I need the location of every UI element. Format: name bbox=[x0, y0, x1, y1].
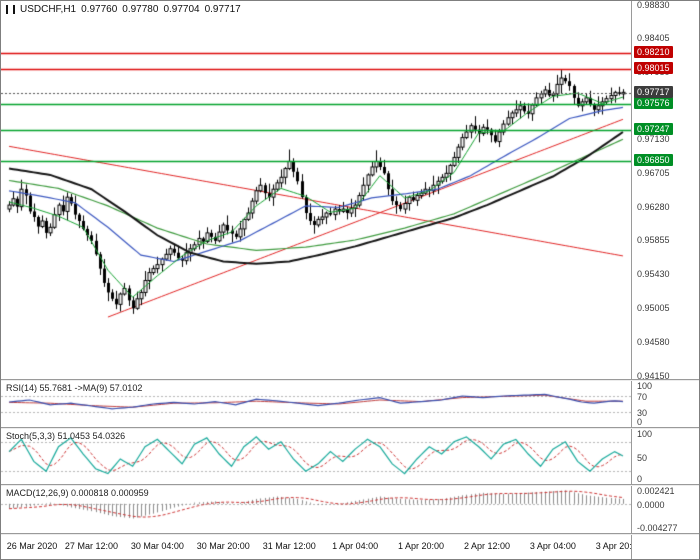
price-tick-label: 0.94580 bbox=[637, 336, 670, 347]
panel-splitter[interactable] bbox=[1, 533, 699, 535]
symbol-timeframe-label: USDCHF,H1 bbox=[20, 4, 77, 15]
time-axis-label: 3 Apr 20:00 bbox=[595, 541, 642, 551]
time-axis-label: 1 Apr 20:00 bbox=[398, 541, 445, 551]
macd-panel: MACD(12,26,9) 0.000818 0.000959 0.002421… bbox=[1, 486, 699, 533]
rsi-axis[interactable]: 100 70 30 0 bbox=[631, 381, 699, 427]
indicator-axis-label: -0.004277 bbox=[637, 523, 678, 533]
panel-splitter[interactable] bbox=[1, 427, 699, 429]
stochastic-axis[interactable]: 100 50 0 bbox=[631, 429, 699, 484]
current-price-label[interactable]: 0.97717 bbox=[634, 85, 673, 98]
main-plot-area[interactable]: USDCHF,H1 0.97760 0.97780 0.97704 0.97717 bbox=[1, 1, 631, 379]
time-axis-label: 30 Mar 20:00 bbox=[196, 541, 250, 551]
macd-plot-area[interactable]: MACD(12,26,9) 0.000818 0.000959 bbox=[1, 486, 631, 533]
indicator-axis-label: 0.002421 bbox=[637, 486, 675, 496]
open-value: 0.97760 bbox=[81, 4, 118, 15]
low-value: 0.97704 bbox=[163, 4, 200, 15]
macd-canvas[interactable] bbox=[1, 486, 631, 533]
high-value: 0.97780 bbox=[122, 4, 159, 15]
time-axis-label: 26 Mar 2020 bbox=[6, 541, 58, 551]
stochastic-plot-area[interactable]: Stoch(5,3,3) 51.0453 54.0326 bbox=[1, 429, 631, 484]
rsi-panel: RSI(14) 55.7681 ->MA(9) 57.0102 100 70 30 0 bbox=[1, 381, 699, 427]
stochastic-canvas[interactable] bbox=[1, 429, 631, 484]
indicator-axis-label: 100 bbox=[637, 429, 653, 439]
time-axis-label: 31 Mar 12:00 bbox=[262, 541, 316, 551]
price-tick-label: 0.95430 bbox=[637, 269, 670, 280]
price-tick-label: 0.98405 bbox=[637, 32, 670, 43]
price-tick-label: 0.94150 bbox=[637, 370, 670, 381]
time-axis-label: 3 Apr 04:00 bbox=[529, 541, 576, 551]
close-value: 0.97717 bbox=[204, 4, 241, 15]
rsi-plot-area[interactable]: RSI(14) 55.7681 ->MA(9) 57.0102 bbox=[1, 381, 631, 427]
price-tick-label: 0.96280 bbox=[637, 201, 670, 212]
panel-splitter[interactable] bbox=[1, 484, 699, 486]
time-axis-row: 26 Mar 2020 27 Mar 12:00 30 Mar 04:00 30 Ma… bbox=[1, 535, 699, 559]
price-tick-label: 0.98830 bbox=[637, 0, 670, 10]
resistance-price-label[interactable]: 0.98210 bbox=[634, 46, 673, 59]
indicator-axis-label: 70 bbox=[637, 392, 648, 402]
support-price-label[interactable]: 0.97247 bbox=[634, 122, 673, 135]
time-axis-label: 1 Apr 04:00 bbox=[332, 541, 379, 551]
support-price-label[interactable]: 0.96850 bbox=[634, 154, 673, 167]
price-tick-label: 0.97130 bbox=[637, 134, 670, 145]
macd-label: MACD(12,26,9) 0.000818 0.000959 bbox=[6, 488, 149, 498]
time-axis[interactable]: 26 Mar 2020 27 Mar 12:00 30 Mar 04:00 30 Ma… bbox=[1, 535, 642, 559]
rsi-canvas[interactable] bbox=[1, 381, 631, 427]
panel-splitter[interactable] bbox=[1, 379, 699, 381]
time-axis-label: 2 Apr 12:00 bbox=[463, 541, 510, 551]
indicator-axis-label: 0.0000 bbox=[637, 499, 665, 510]
axis-corner bbox=[631, 535, 699, 559]
indicator-axis-label: 30 bbox=[637, 408, 648, 418]
price-tick-label: 0.95855 bbox=[637, 235, 670, 246]
indicator-axis-label: 50 bbox=[637, 452, 648, 463]
price-chart-canvas[interactable] bbox=[1, 1, 631, 379]
stochastic-label: Stoch(5,3,3) 51.0453 54.0326 bbox=[6, 431, 126, 441]
time-axis-label: 27 Mar 12:00 bbox=[64, 541, 118, 551]
indicator-axis-label: 0 bbox=[637, 474, 643, 484]
indicator-axis-label: 0 bbox=[637, 417, 643, 427]
resistance-price-label[interactable]: 0.98015 bbox=[634, 61, 673, 74]
indicator-axis-label: 100 bbox=[637, 381, 653, 391]
price-tick-label: 0.95005 bbox=[637, 302, 670, 313]
main-chart-panel: USDCHF,H1 0.97760 0.97780 0.97704 0.97717 0.… bbox=[1, 0, 699, 381]
price-tick-label: 0.96705 bbox=[637, 167, 670, 178]
stochastic-panel: Stoch(5,3,3) 51.0453 54.0326 100 50 0 bbox=[1, 429, 699, 484]
time-axis-label: 30 Mar 04:00 bbox=[130, 541, 184, 551]
rsi-label: RSI(14) 55.7681 ->MA(9) 57.0102 bbox=[6, 383, 143, 393]
macd-axis[interactable]: 0.002421 0.0000 -0.004277 bbox=[631, 486, 699, 533]
candlestick-icon bbox=[6, 4, 15, 14]
price-axis[interactable]: 0.988300.984050.979800.975550.971300.967… bbox=[631, 0, 699, 381]
support-price-label[interactable]: 0.97576 bbox=[634, 96, 673, 109]
ohlc-readout: USDCHF,H1 0.97760 0.97780 0.97704 0.97717 bbox=[6, 4, 241, 15]
